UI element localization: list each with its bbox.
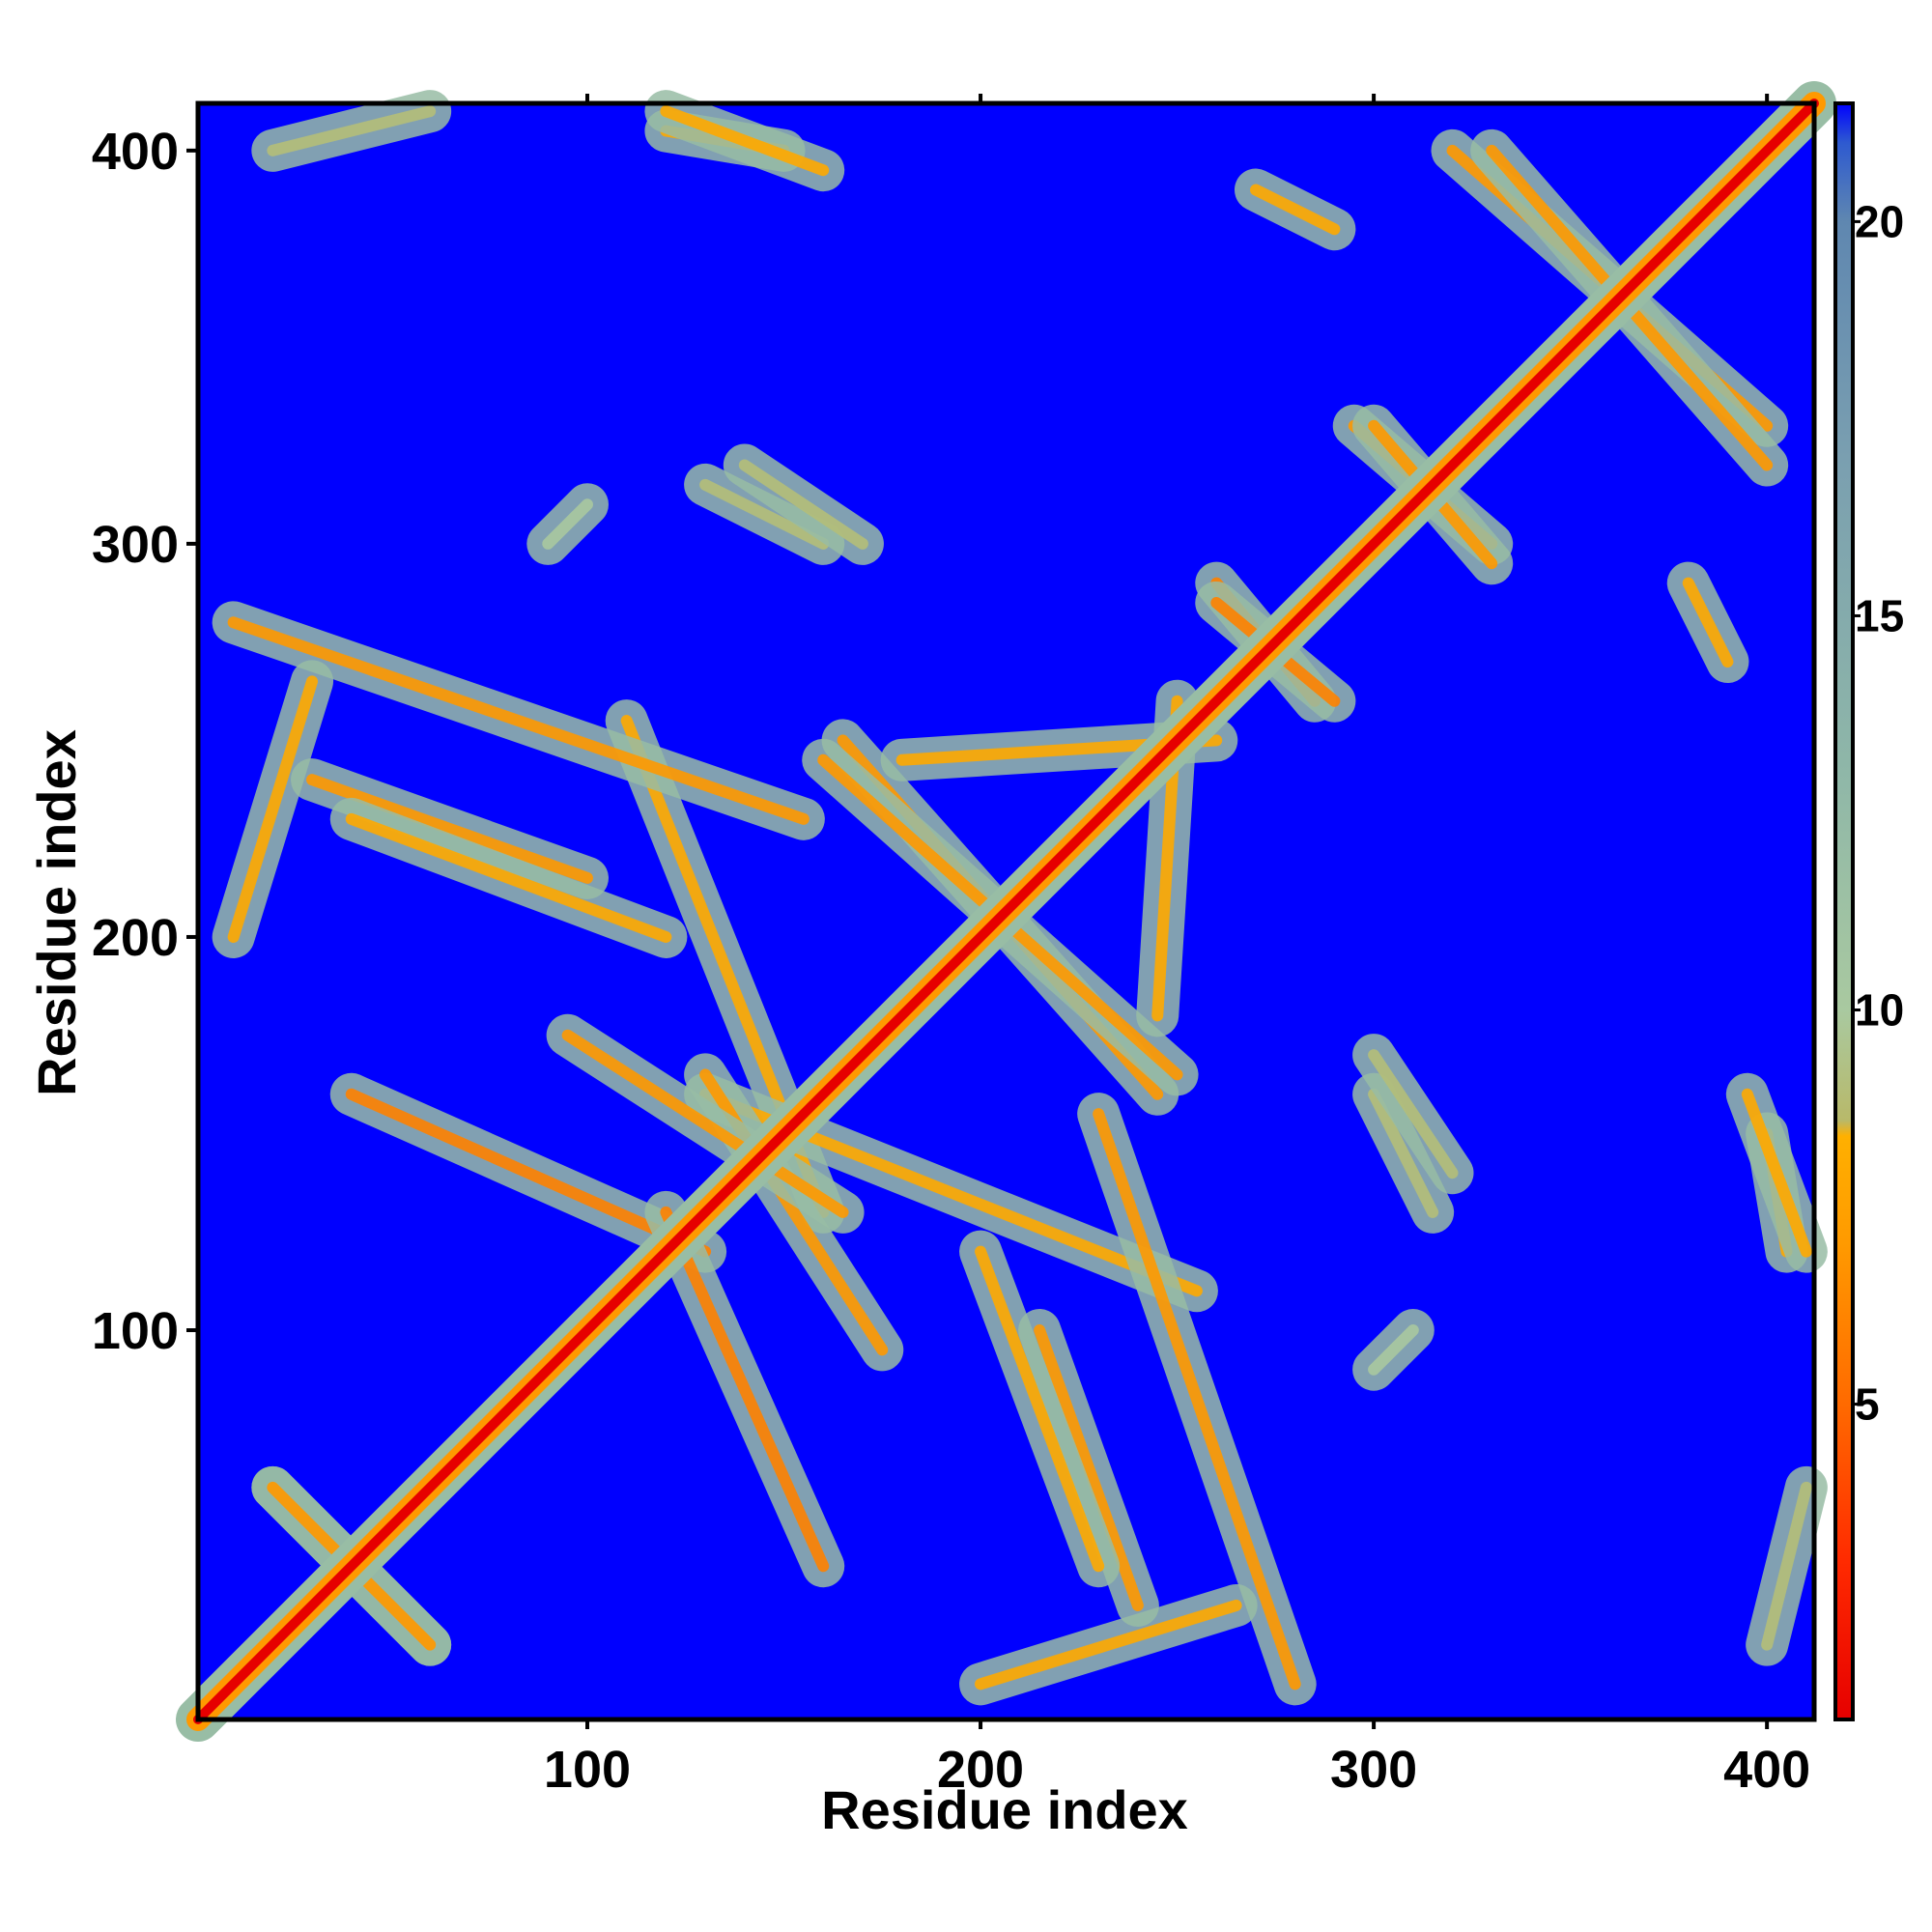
contact-band-mirror-core <box>660 1206 830 1573</box>
x-tick-label: 300 <box>1330 1741 1417 1799</box>
y-tick-label: 100 <box>92 1302 179 1360</box>
x-tick-label: 400 <box>1723 1741 1810 1799</box>
colorbar: 5 10 15 20 <box>1833 101 1904 1721</box>
contact-band-core <box>1761 1481 1812 1651</box>
contact-band-mirror-core <box>561 1029 849 1218</box>
contact-band-mirror-core <box>227 616 810 825</box>
contact-band-mirror-core <box>542 498 593 550</box>
x-axis: 100 200 300 400 <box>544 94 1810 1799</box>
y-axis-title: Residue index <box>26 729 87 1096</box>
contact-band-core <box>1249 184 1341 236</box>
y-tick-label: 300 <box>92 516 179 574</box>
contact-band-mirror-core <box>975 1599 1242 1690</box>
colorbar-tick-label: 10 <box>1855 985 1904 1036</box>
contact-band-core <box>1093 1108 1301 1690</box>
y-tick-label: 200 <box>92 909 179 967</box>
contact-band-core <box>306 774 593 884</box>
contact-band-mirror-core <box>1034 1324 1144 1611</box>
contact-band-core <box>227 675 319 943</box>
x-axis-title: Residue index <box>821 1779 1188 1840</box>
contact-band-mirror-core <box>345 812 672 943</box>
contact-band-mirror-core <box>267 105 437 156</box>
contact-band-mirror-core <box>1682 577 1734 668</box>
heatmap-area <box>176 81 1836 1742</box>
contact-band-core <box>1741 1088 1812 1258</box>
contact-band-mirror-core <box>1368 1049 1459 1179</box>
colorbar-tick-label: 5 <box>1855 1379 1880 1430</box>
contact-band-core <box>738 459 868 550</box>
contact-band-mirror-core <box>660 105 830 177</box>
y-axis: 100 200 300 400 <box>92 123 198 1360</box>
contact-band-core <box>1368 1088 1439 1218</box>
colorbar-tick-label: 15 <box>1855 590 1904 640</box>
x-tick-label: 100 <box>544 1741 631 1799</box>
contact-band-mirror-core <box>699 478 830 550</box>
contact-band-core <box>975 1245 1105 1573</box>
diagonal-core <box>193 99 1819 1724</box>
contact-band-core <box>1368 1324 1419 1376</box>
colorbar-tick-label: 20 <box>1855 196 1904 246</box>
colorbar-bar <box>1833 101 1855 1721</box>
contact-band-core <box>345 1088 712 1258</box>
plot-frame <box>195 100 1817 1722</box>
x-tick-label: 200 <box>937 1741 1024 1799</box>
y-tick-label: 400 <box>92 123 179 181</box>
